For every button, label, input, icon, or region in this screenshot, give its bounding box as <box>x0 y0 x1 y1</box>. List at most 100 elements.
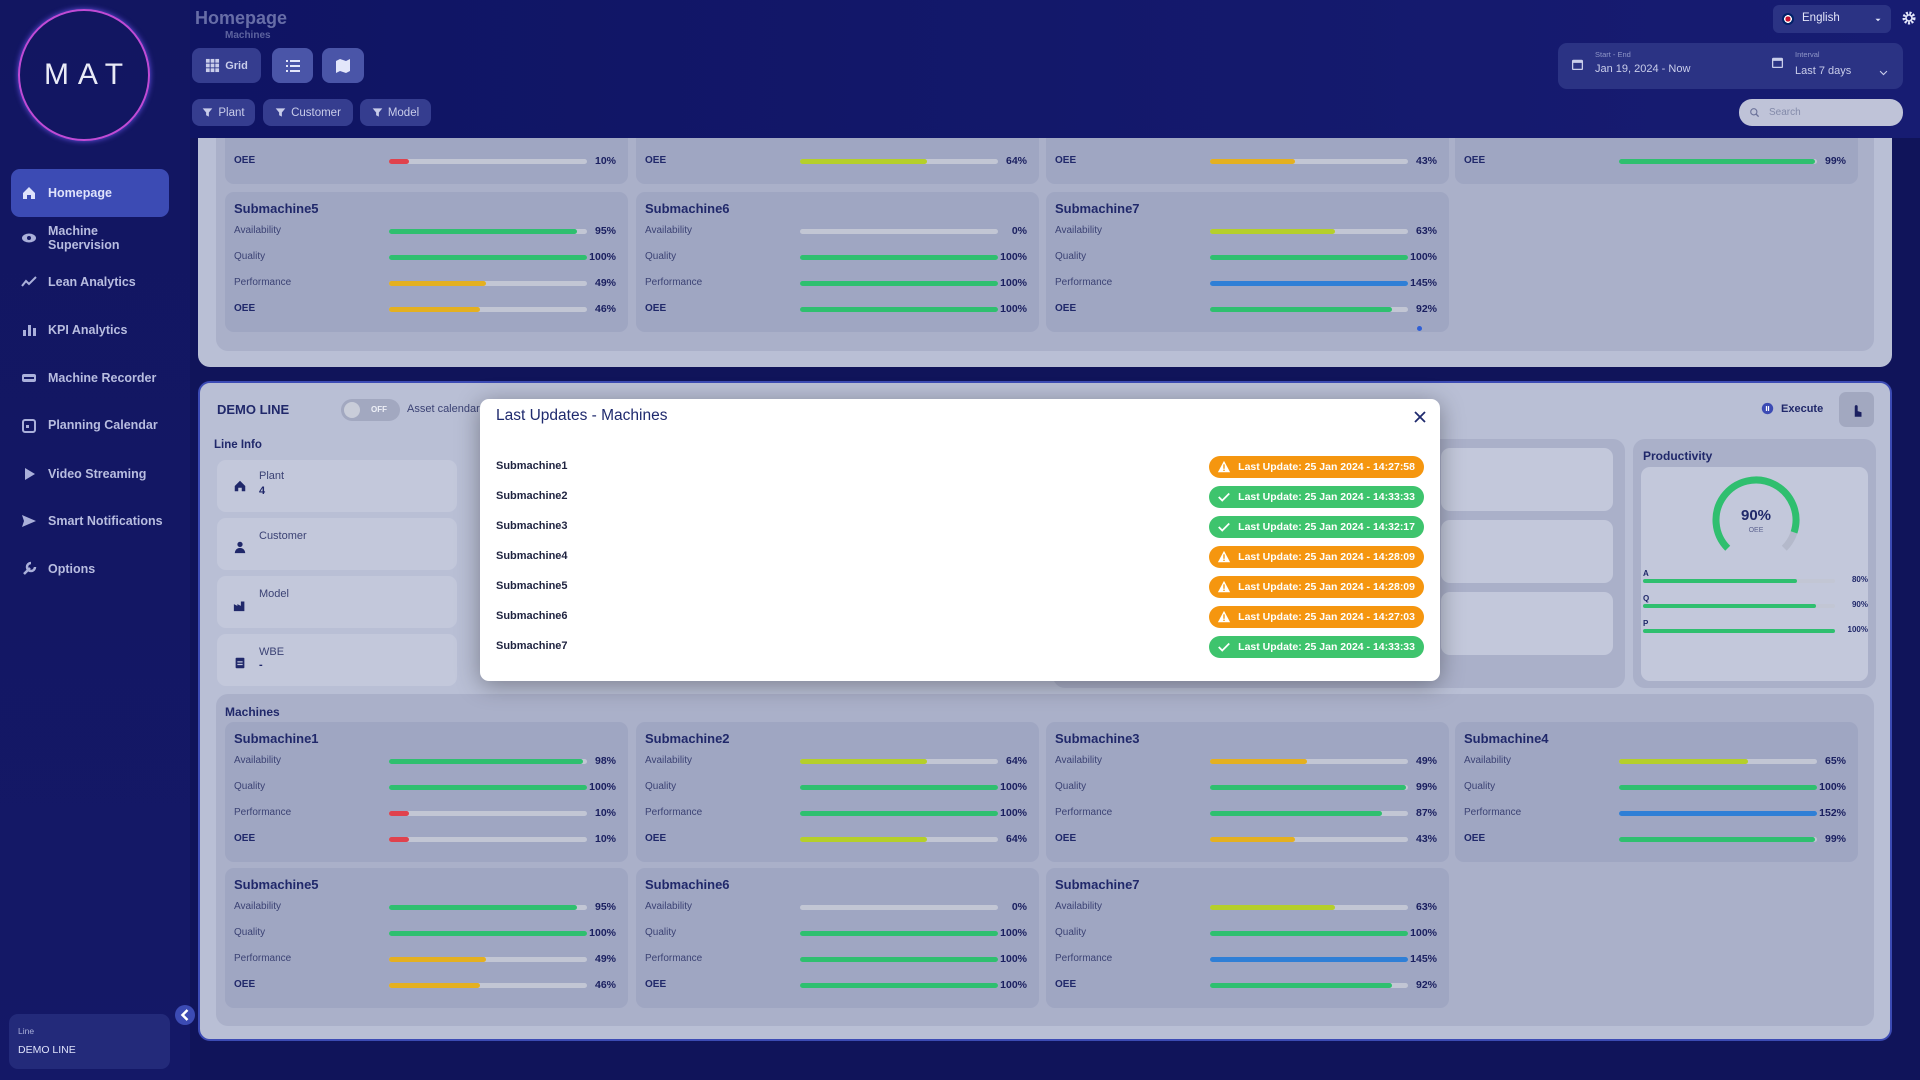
machine-name: Submachine3 <box>496 520 568 532</box>
calendar-toggle[interactable]: OFF <box>341 399 400 421</box>
filter-button[interactable]: Model <box>360 99 431 126</box>
date-range-picker[interactable]: Start - End Jan 19, 2024 - Now Interval Las… <box>1558 43 1903 89</box>
filter-button[interactable]: Customer <box>263 99 353 126</box>
icon <box>1771 57 1784 69</box>
metric-track <box>1210 837 1408 842</box>
line-info-title: Line Info <box>214 439 262 451</box>
metric-label: Quality <box>645 251 677 262</box>
nav-item[interactable]: Smart Notifications <box>11 497 169 545</box>
metric-value: 49% <box>594 277 616 289</box>
metric-bar <box>389 905 578 910</box>
metric-label: Availability <box>645 901 693 912</box>
metric-label: OEE <box>234 979 256 990</box>
update-text: Last Update: 25 Jan 2024 - 14:28:09 <box>1238 581 1415 593</box>
line-selector[interactable]: Line DEMO LINE <box>9 1014 170 1069</box>
machine-card[interactable]: Submachine6 Availability 0% Quality 100% Perf… <box>636 868 1039 1008</box>
metric-value: 95% <box>594 225 616 237</box>
metric-track <box>1210 281 1408 286</box>
search-input[interactable]: Search <box>1739 99 1903 126</box>
nav-item[interactable]: Homepage <box>11 169 169 217</box>
metric-label: OEE <box>234 155 256 166</box>
date-value: Jan 19, 2024 - Now <box>1595 63 1691 75</box>
nav-item[interactable]: Machine Supervision <box>11 214 169 262</box>
metric-bar <box>800 811 998 816</box>
nav-item[interactable]: Video Streaming <box>11 450 169 498</box>
metric-label: Quality <box>234 927 266 938</box>
icon <box>1218 550 1231 563</box>
metric-track <box>1619 759 1817 764</box>
kpi-label: Q <box>1643 594 1650 603</box>
view-map-button[interactable] <box>322 48 364 83</box>
execute-button[interactable]: Execute <box>1761 401 1831 419</box>
machine-card[interactable]: Submachine3 Availability 49% Quality 99% Perf… <box>1046 722 1449 862</box>
metric-label: Availability <box>1464 755 1512 766</box>
update-badge: Last Update: 25 Jan 2024 - 14:27:03 <box>1209 606 1424 628</box>
language-select[interactable]: English <box>1773 5 1891 33</box>
header: Homepage Machines Grid Plant Customer Model St… <box>190 0 1920 138</box>
toggle-knob <box>344 402 360 418</box>
kpi-track <box>1643 629 1835 633</box>
collapse-button[interactable] <box>175 1005 195 1025</box>
gauge-label: OEE <box>1748 527 1764 534</box>
flag <box>1782 13 1794 25</box>
machine-card[interactable]: Submachine7 Availability 63% Quality 100% Per… <box>1046 192 1449 332</box>
filter-label: Customer <box>291 106 341 119</box>
icon <box>1761 402 1774 415</box>
machine-card[interactable]: Submachine5 Availability 95% Quality 100% Per… <box>225 868 628 1008</box>
metric-label: OEE <box>1055 155 1077 166</box>
filter-button[interactable]: Plant <box>192 99 255 126</box>
metric-value: 49% <box>1415 755 1437 767</box>
machine-card[interactable]: Submachine6 Availability 0% Quality 100% Perf… <box>636 192 1039 332</box>
machine-card[interactable]: Submachine1 Availability 98% Quality 100% Per… <box>225 722 628 862</box>
icon <box>180 1009 189 1021</box>
interval-value: Last 7 days <box>1795 65 1852 77</box>
machine-name: Submachine2 <box>645 731 730 746</box>
kpi-bar <box>1643 579 1797 583</box>
view-grid-button[interactable]: Grid <box>192 48 261 83</box>
nav-item[interactable]: Planning Calendar <box>11 401 169 449</box>
sidebar: MAT Homepage Machine Supervision Lean Analy… <box>0 0 190 1080</box>
metric-track <box>800 811 998 816</box>
nav-item[interactable]: KPI Analytics <box>11 306 169 354</box>
nav-label: Options <box>48 562 96 576</box>
machine-card[interactable]: Submachine2 Availability 64% Quality 100% Per… <box>636 722 1039 862</box>
machine-card[interactable]: Submachine4 Availability 65% Quality 100% Per… <box>1455 722 1858 862</box>
icon <box>23 187 35 199</box>
metric-track <box>1210 983 1408 988</box>
metric-value: 100% <box>1000 277 1027 289</box>
metric-bar <box>1210 255 1408 260</box>
machine-card[interactable]: Submachine7 Availability 63% Quality 100% Per… <box>1046 868 1449 1008</box>
update-badge: Last Update: 25 Jan 2024 - 14:27:58 <box>1209 456 1424 478</box>
icon <box>372 108 383 117</box>
metric-track <box>800 159 998 164</box>
modal-close[interactable] <box>1412 409 1428 425</box>
metric-label: Performance <box>1055 277 1113 288</box>
view-label: Grid <box>225 59 248 72</box>
machine-card[interactable]: Submachine5 Availability 95% Quality 100% Per… <box>225 192 628 332</box>
metric-track <box>389 307 587 312</box>
metric-value: 100% <box>1000 927 1027 939</box>
kpi-bar <box>1643 629 1835 633</box>
nav-item[interactable]: Options <box>11 545 169 593</box>
metric-track <box>389 983 587 988</box>
metric-value: 64% <box>1005 755 1027 767</box>
icon <box>233 601 245 612</box>
metric-bar <box>389 255 587 260</box>
metric-value: 46% <box>594 303 616 315</box>
search-placeholder: Search <box>1769 107 1801 118</box>
touch-button[interactable] <box>1839 392 1874 427</box>
last-updates-modal: Last Updates - Machines Submachine1 Last U… <box>480 399 1440 681</box>
machine-name: Submachine2 <box>496 490 568 502</box>
metric-label: OEE <box>645 979 667 990</box>
metric-track <box>800 281 998 286</box>
view-list-button[interactable] <box>272 48 313 83</box>
icon <box>1750 108 1760 118</box>
settings-button[interactable] <box>1901 10 1917 26</box>
nav-item[interactable]: Lean Analytics <box>11 258 169 306</box>
nav-item[interactable]: Machine Recorder <box>11 354 169 402</box>
kpi-value: 100% <box>1847 625 1868 634</box>
metric-label: Performance <box>645 953 703 964</box>
metric-bar <box>389 307 481 312</box>
machine-name: Submachine1 <box>496 460 568 472</box>
line-value: DEMO LINE <box>18 1044 76 1056</box>
